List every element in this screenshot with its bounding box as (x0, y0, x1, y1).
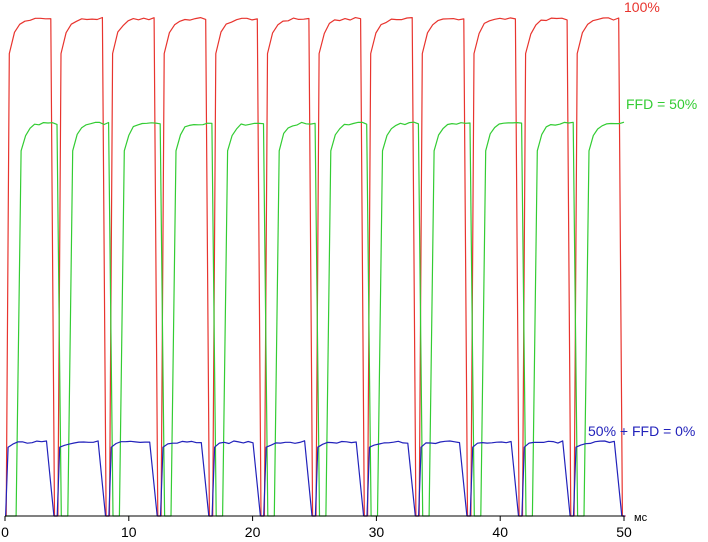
x-tick-label-50: 50 (616, 524, 632, 540)
x-ticks: 0 10 20 30 40 50 (1, 516, 632, 540)
x-tick-label-20: 20 (245, 524, 261, 540)
x-tick-label-40: 40 (492, 524, 508, 540)
x-tick-label-10: 10 (121, 524, 137, 540)
series-label-50-ffd-0: 50% + FFD = 0% (588, 423, 695, 439)
series-layer (5, 16, 626, 517)
series-line-1 (5, 121, 625, 517)
x-tick-label-0: 0 (1, 524, 9, 540)
x-axis-unit-label: мс (634, 512, 648, 524)
series-label-100: 100% (624, 0, 660, 15)
x-tick-label-30: 30 (369, 524, 385, 540)
series-label-ffd-50: FFD = 50% (626, 96, 697, 112)
